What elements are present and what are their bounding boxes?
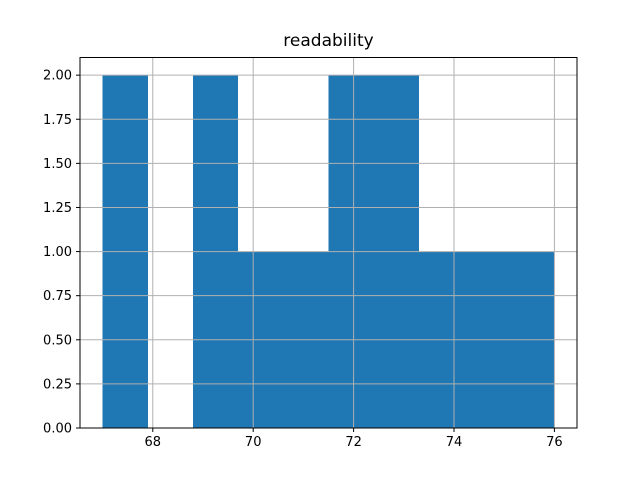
x-tick-label: 72 <box>345 435 362 450</box>
y-tick-label: 1.75 <box>43 113 72 128</box>
y-tick-label: 0.50 <box>43 333 72 348</box>
y-tick-label: 1.50 <box>43 157 72 172</box>
y-tick-label: 1.00 <box>43 245 72 260</box>
axes-frame <box>79 57 578 429</box>
chart-title: readability <box>283 31 374 51</box>
y-tick-label: 1.25 <box>43 201 72 216</box>
y-tick-label: 2.00 <box>43 69 72 84</box>
y-tick-label: 0.25 <box>43 377 72 392</box>
y-tick-label: 0.00 <box>43 422 72 437</box>
y-tick-label: 0.75 <box>43 289 72 304</box>
x-tick-label: 70 <box>245 435 262 450</box>
x-tick-label: 76 <box>546 435 563 450</box>
x-tick-label: 74 <box>446 435 463 450</box>
x-tick-label: 68 <box>145 435 162 450</box>
